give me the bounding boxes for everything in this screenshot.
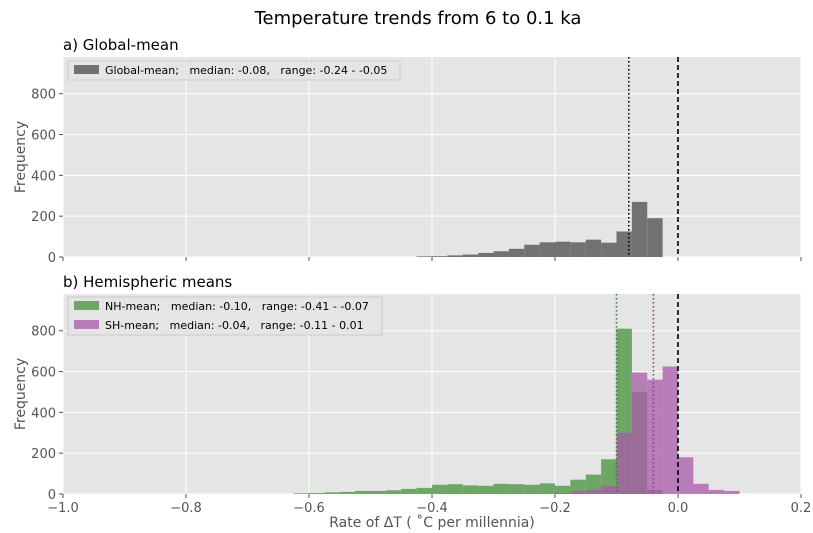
panel-a-legend: Global-mean; median: -0.08, range: -0.24…: [67, 60, 401, 81]
histogram-bar: [370, 490, 386, 494]
panel-b-reference-lines: [615, 294, 679, 494]
figure-title: Temperature trends from 6 to 0.1 ka: [254, 8, 582, 29]
histogram-bar: [539, 242, 555, 257]
legend-swatch-global-mean: [74, 65, 99, 74]
panel-a-reference-lines: [627, 57, 679, 257]
histogram-bar: [647, 379, 663, 494]
y-tick-label: 800: [31, 325, 56, 340]
histogram-bar: [662, 366, 678, 494]
panel-b-title: b) Hemispheric means: [63, 273, 232, 291]
histogram-bar: [539, 483, 555, 494]
histogram-bar: [416, 256, 432, 257]
histogram-bar: [570, 242, 586, 257]
histogram-bar: [385, 490, 402, 494]
panel-a-title: a) Global-mean: [63, 36, 179, 54]
histogram-bar: [601, 459, 617, 494]
histogram-bar: [339, 491, 356, 494]
histogram-bar: [724, 490, 740, 494]
histogram-bar: [555, 492, 571, 494]
y-tick-label: 400: [31, 406, 56, 421]
x-tick-label: 0.0: [668, 501, 689, 516]
histogram-bar: [478, 252, 494, 257]
legend-label-nh-mean: NH-mean; median: -0.10, range: -0.41 - -…: [105, 300, 369, 313]
panel-b-y-ticks: 0 200 400 600 800: [31, 325, 63, 503]
x-tick-label: −1.0: [47, 501, 79, 516]
histogram-bar: [401, 488, 417, 494]
histogram-bar: [647, 218, 663, 257]
legend-swatch-sh-mean: [74, 320, 99, 329]
x-tick-label: −0.4: [416, 501, 448, 516]
histogram-bar: [508, 248, 525, 257]
panel-b-bars: [293, 328, 740, 494]
histogram-bar: [309, 492, 325, 494]
histogram-bar: [508, 484, 525, 494]
histogram-bar: [693, 483, 709, 494]
histogram-bar: [478, 485, 494, 494]
x-tick-label: −0.6: [293, 501, 325, 516]
panel-b-legend-box: [67, 296, 383, 336]
legend-label-global-mean: Global-mean; median: -0.08, range: -0.24…: [105, 64, 387, 77]
x-axis-label: Rate of ΔT ( ˚C per millennia): [329, 514, 535, 531]
histogram-bar: [616, 432, 632, 494]
legend-swatch-nh-mean: [74, 301, 99, 310]
histogram-bar: [555, 241, 571, 257]
histogram-bar: [631, 372, 648, 494]
histogram-bar: [462, 254, 479, 257]
histogram-bar: [447, 255, 463, 257]
panel-a-legend-box: [67, 60, 401, 81]
histogram-bar: [355, 490, 371, 494]
y-tick-label: 400: [31, 169, 56, 184]
histogram-bar: [293, 493, 309, 494]
histogram-bar: [678, 457, 694, 494]
histogram-bar: [493, 483, 509, 494]
x-tick-label: −0.8: [170, 501, 202, 516]
y-tick-label: 800: [31, 88, 56, 103]
panel-b-legend: NH-mean; median: -0.10, range: -0.41 - -…: [67, 296, 383, 336]
histogram-bar: [462, 485, 479, 494]
histogram-bar: [432, 484, 448, 494]
y-tick-label: 600: [31, 366, 56, 381]
histogram-bar: [432, 256, 448, 257]
histogram-bar: [585, 239, 602, 257]
panel-a-y-ticks: 0 200 400 600 800: [31, 88, 63, 266]
histogram-bar: [601, 485, 617, 494]
histogram-bar: [570, 479, 586, 494]
histogram-bar: [585, 489, 602, 494]
y-tick-label: 0: [48, 488, 56, 503]
histogram-bar: [524, 484, 540, 494]
histogram-bar: [708, 489, 725, 494]
y-tick-label: 200: [31, 210, 56, 225]
panel-b-ylabel: Frequency: [13, 358, 29, 430]
histogram-bar: [324, 492, 340, 494]
legend-label-sh-mean: SH-mean; median: -0.04, range: -0.11 - 0…: [105, 319, 364, 332]
panel-b-x-ticks: −1.0 −0.8 −0.6 −0.4 −0.2 0.0 0.2: [47, 494, 811, 516]
histogram-bar: [555, 485, 571, 494]
panel-a-x-ticks: [62, 257, 802, 261]
y-tick-label: 600: [31, 129, 56, 144]
histogram-bar: [585, 474, 602, 494]
y-tick-label: 200: [31, 447, 56, 462]
histogram-bar: [601, 242, 617, 257]
histogram-bar: [447, 484, 463, 494]
y-tick-label: 0: [48, 251, 56, 266]
histogram-bar: [570, 490, 586, 494]
panel-global-mean: a) Global-mean 0 200 400 600 800 Frequency G…: [13, 36, 802, 266]
histogram-bar: [524, 244, 540, 257]
x-tick-label: 0.2: [791, 501, 812, 516]
panel-a-bars: [416, 201, 663, 257]
histogram-bar: [416, 487, 432, 494]
x-tick-label: −0.2: [539, 501, 571, 516]
histogram-bar: [493, 251, 509, 257]
panel-a-ylabel: Frequency: [13, 121, 29, 193]
histogram-bar: [631, 201, 648, 257]
